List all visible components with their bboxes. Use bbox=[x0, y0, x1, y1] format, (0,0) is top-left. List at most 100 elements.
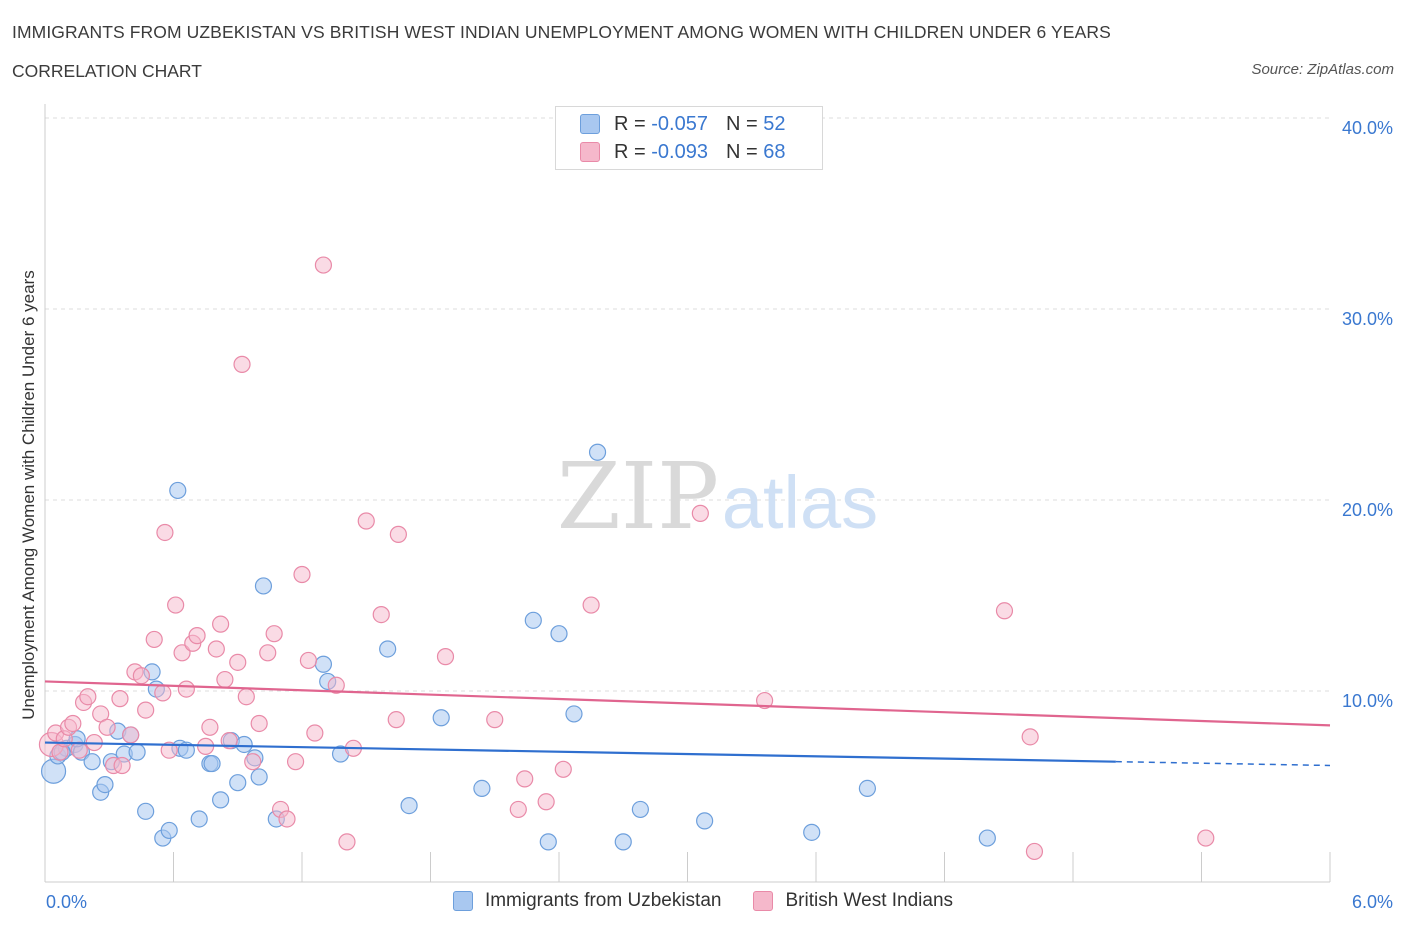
data-point-british-west-indians bbox=[98, 718, 116, 736]
data-point-uzbekistan bbox=[696, 812, 714, 830]
data-point-uzbekistan bbox=[539, 833, 557, 851]
data-point-british-west-indians bbox=[1197, 829, 1215, 847]
watermark: ZIP atlas bbox=[557, 443, 878, 550]
watermark-zip: ZIP bbox=[557, 443, 719, 550]
legend-n-value: 52 bbox=[763, 112, 786, 135]
y-tick-label: 20.0% bbox=[1342, 500, 1393, 520]
legend-n-label: N = bbox=[725, 112, 758, 135]
legend-swatch-blue bbox=[452, 891, 473, 911]
data-point-uzbekistan bbox=[978, 829, 996, 847]
data-point-british-west-indians bbox=[314, 256, 333, 274]
data-point-uzbekistan bbox=[314, 655, 333, 673]
trend-lines bbox=[44, 680, 1331, 767]
data-point-british-west-indians bbox=[113, 756, 131, 775]
data-point-british-west-indians bbox=[486, 711, 504, 729]
legend-label: Immigrants from Uzbekistan bbox=[484, 890, 722, 911]
data-point-british-west-indians bbox=[79, 688, 97, 706]
data-point-british-west-indians bbox=[278, 810, 296, 828]
data-point-british-west-indians bbox=[154, 684, 172, 702]
data-point-british-west-indians bbox=[64, 714, 82, 733]
data-point-british-west-indians bbox=[122, 726, 140, 744]
data-point-british-west-indians bbox=[338, 833, 356, 851]
data-point-british-west-indians bbox=[293, 565, 311, 584]
data-point-british-west-indians bbox=[259, 644, 277, 662]
data-point-british-west-indians bbox=[286, 753, 305, 771]
data-point-uzbekistan bbox=[858, 779, 877, 798]
x-tick-label: 6.0% bbox=[1352, 892, 1393, 912]
data-point-british-west-indians bbox=[233, 355, 251, 373]
data-point-uzbekistan bbox=[128, 743, 146, 761]
data-point-british-west-indians bbox=[111, 690, 129, 708]
trend-line-british-west-indians bbox=[44, 680, 1331, 727]
grid-lines bbox=[45, 117, 1330, 692]
data-point-british-west-indians bbox=[537, 793, 555, 811]
y-tick-label: 10.0% bbox=[1342, 691, 1393, 711]
data-point-uzbekistan bbox=[473, 779, 491, 798]
data-point-british-west-indians bbox=[207, 640, 225, 658]
legend-n-value: 68 bbox=[763, 140, 786, 163]
legend-swatch-pink bbox=[753, 891, 774, 911]
data-point-uzbekistan bbox=[524, 611, 542, 629]
legend-row-british-west-indians: R = -0.093 N = 68 bbox=[580, 139, 785, 165]
data-point-british-west-indians bbox=[436, 648, 455, 666]
data-point-british-west-indians bbox=[357, 512, 375, 530]
data-point-uzbekistan bbox=[614, 833, 632, 851]
data-point-british-west-indians bbox=[509, 800, 527, 819]
data-point-british-west-indians bbox=[156, 523, 174, 542]
data-point-british-west-indians bbox=[132, 667, 150, 685]
source-label: Source: ZipAtlas.com bbox=[1251, 61, 1394, 78]
data-point-british-west-indians bbox=[582, 596, 600, 614]
data-point-british-west-indians bbox=[389, 525, 407, 543]
data-point-british-west-indians bbox=[554, 760, 572, 778]
data-point-british-west-indians bbox=[212, 615, 230, 633]
data-point-british-west-indians bbox=[188, 627, 206, 645]
legend-r-label: R = bbox=[614, 140, 646, 163]
data-point-british-west-indians bbox=[516, 770, 534, 788]
trend-line-uzbekistan-extension bbox=[1115, 760, 1331, 767]
data-point-british-west-indians bbox=[173, 644, 191, 662]
legend-row-uzbekistan: R = -0.057 N = 52 bbox=[580, 111, 785, 137]
data-point-british-west-indians bbox=[306, 724, 324, 742]
y-tick-label: 40.0% bbox=[1342, 118, 1393, 138]
data-point-british-west-indians bbox=[327, 676, 345, 694]
data-point-british-west-indians bbox=[265, 625, 283, 643]
data-point-british-west-indians bbox=[145, 630, 163, 649]
legend-n-label: N = bbox=[725, 140, 758, 163]
data-point-british-west-indians bbox=[1021, 728, 1039, 746]
legend-swatch-blue bbox=[580, 114, 600, 134]
watermark-atlas: atlas bbox=[722, 461, 878, 544]
data-point-uzbekistan bbox=[432, 709, 450, 727]
data-point-british-west-indians bbox=[372, 605, 390, 624]
data-point-british-west-indians bbox=[995, 602, 1014, 620]
data-point-uzbekistan bbox=[588, 443, 607, 461]
data-point-british-west-indians bbox=[229, 653, 247, 671]
data-point-uzbekistan bbox=[379, 640, 397, 658]
correlation-legend: R = -0.057 N = 52 R = -0.093 N = 68 bbox=[555, 106, 823, 170]
legend-swatch-pink bbox=[580, 142, 600, 162]
data-point-uzbekistan bbox=[203, 754, 221, 773]
legend-r-value: -0.057 bbox=[651, 112, 708, 135]
data-point-british-west-indians bbox=[177, 680, 195, 698]
data-point-uzbekistan bbox=[137, 802, 155, 820]
y-tick-label: 30.0% bbox=[1342, 309, 1393, 329]
data-point-uzbekistan bbox=[212, 791, 230, 809]
data-point-british-west-indians bbox=[299, 651, 318, 670]
data-point-uzbekistan bbox=[565, 705, 583, 723]
data-point-british-west-indians bbox=[691, 504, 709, 522]
data-point-british-west-indians bbox=[237, 688, 255, 706]
data-point-uzbekistan bbox=[169, 481, 187, 500]
data-point-uzbekistan bbox=[190, 810, 208, 828]
x-tick-label: 0.0% bbox=[46, 892, 87, 912]
data-point-british-west-indians bbox=[387, 711, 405, 729]
tick-labels: 10.0% 20.0% 30.0% 40.0% 0.0% 6.0% bbox=[46, 118, 1393, 912]
legend-r-label: R = bbox=[614, 112, 646, 135]
data-point-uzbekistan bbox=[229, 774, 247, 792]
data-point-uzbekistan bbox=[160, 821, 178, 840]
data-point-uzbekistan bbox=[96, 775, 114, 794]
data-point-british-west-indians bbox=[1025, 842, 1044, 861]
y-axis-label: Unemployment Among Women with Children U… bbox=[19, 270, 38, 719]
series-british-west-indians bbox=[38, 256, 1215, 861]
data-point-british-west-indians bbox=[755, 691, 774, 710]
data-point-uzbekistan bbox=[235, 735, 253, 754]
